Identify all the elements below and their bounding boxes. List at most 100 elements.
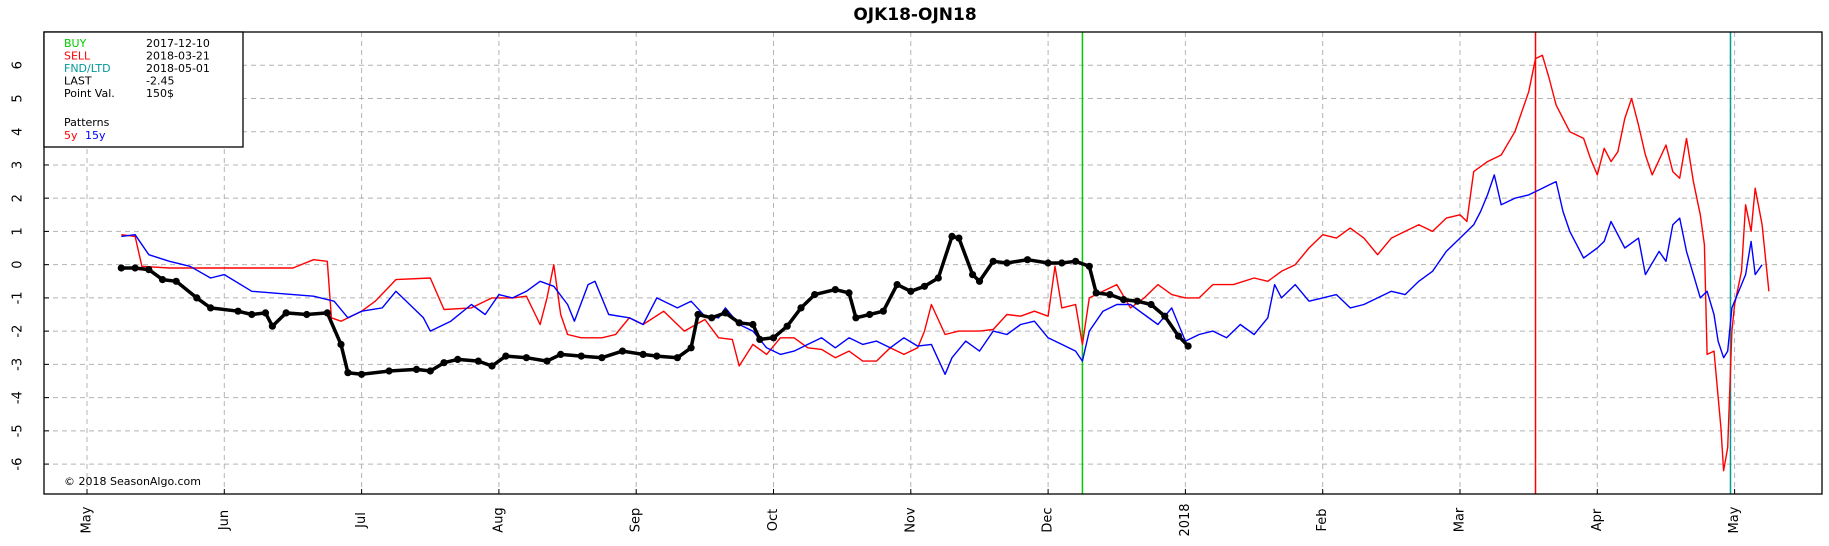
series-point-current xyxy=(261,309,270,317)
series-point-current xyxy=(117,264,125,272)
series-point-current xyxy=(337,340,345,348)
series-point-current xyxy=(721,309,730,317)
series-point-current xyxy=(769,334,778,342)
series-point-current xyxy=(735,319,743,327)
series-point-current xyxy=(1106,291,1114,299)
series-point-current xyxy=(557,350,565,358)
y-tick-label: -3 xyxy=(11,358,26,371)
series-point-current xyxy=(907,287,915,295)
x-tick-label: Apr xyxy=(1590,508,1605,531)
y-tick-label: -4 xyxy=(11,391,26,404)
plot-frame xyxy=(43,31,1823,495)
legend-label: SELL xyxy=(64,50,91,63)
x-tick-label: Jul xyxy=(354,512,369,529)
series-point-current xyxy=(1044,259,1052,267)
series-point-current xyxy=(145,266,153,274)
patterns-heading: Patterns xyxy=(64,116,110,129)
chart-title: OJK18-OJN18 xyxy=(853,5,976,25)
y-tick-label: -6 xyxy=(11,458,26,471)
y-tick-label: -2 xyxy=(11,325,26,338)
series-point-current xyxy=(131,264,139,272)
series-point-current xyxy=(879,307,887,315)
series-point-current xyxy=(440,359,448,367)
series-point-current xyxy=(975,277,984,285)
series-point-current xyxy=(694,310,702,319)
series-point-current xyxy=(1147,300,1155,309)
legend-label: FND/LTD xyxy=(64,62,111,75)
series-point-current xyxy=(1058,259,1066,267)
legend-value: -2.45 xyxy=(146,75,174,88)
series-point-current xyxy=(385,367,393,375)
series-point-current xyxy=(783,322,791,330)
series-point-current xyxy=(344,369,352,377)
series-point-current xyxy=(172,277,180,285)
y-tick-label: -5 xyxy=(11,424,26,437)
series-point-current xyxy=(303,310,311,319)
y-tick-label: 5 xyxy=(11,94,26,102)
series-point-current xyxy=(1085,262,1093,270)
series-point-current xyxy=(708,314,716,322)
series-line-15y xyxy=(121,174,1763,375)
series-point-current xyxy=(893,281,901,289)
series-point-current xyxy=(811,291,819,299)
y-tick-label: 3 xyxy=(11,161,26,169)
legend-label: Point Val. xyxy=(64,87,115,100)
series-point-current xyxy=(502,352,510,360)
copyright-credit: © 2018 SeasonAlgo.com xyxy=(64,475,201,488)
series-point-current xyxy=(797,304,805,312)
series-point-current xyxy=(1072,257,1080,265)
x-tick-label: Aug xyxy=(491,507,506,532)
series-point-current xyxy=(207,304,215,312)
series-point-current xyxy=(268,322,276,330)
series-point-current xyxy=(426,367,434,375)
series-point-current xyxy=(749,320,757,329)
series-layer xyxy=(117,54,1770,472)
series-point-current xyxy=(756,335,764,343)
series-point-current xyxy=(474,357,482,365)
vertical-markers xyxy=(1081,32,1732,494)
y-tick-label: 6 xyxy=(11,61,26,69)
series-point-current xyxy=(948,232,956,240)
series-point-current xyxy=(1003,259,1011,267)
series-point-current xyxy=(193,294,201,302)
series-point-current xyxy=(1023,256,1032,264)
series-point-current xyxy=(653,352,661,360)
series-point-current xyxy=(158,276,167,284)
legend-label: BUY xyxy=(64,37,87,50)
x-tick-label: Sep xyxy=(629,508,644,533)
series-point-current xyxy=(1133,297,1141,305)
legend-box: BUY 2017-12-10 SELL 2018-03-21 FND/LTD 2018-0… xyxy=(43,31,244,148)
pattern-5y-label: 5y xyxy=(64,129,78,142)
x-axis: May Jun Jul Aug Sep Oct Nov Dec 2018 Feb Mar Apr May xyxy=(80,489,1742,537)
legend-label: LAST xyxy=(64,75,92,88)
x-tick-label: Mar xyxy=(1453,507,1468,532)
series-point-current xyxy=(852,314,860,322)
x-tick-label: May xyxy=(1727,506,1742,533)
pattern-15y-label: 15y xyxy=(85,129,106,142)
series-point-current xyxy=(577,352,585,360)
series-line-5y xyxy=(121,54,1770,472)
x-tick-label: Feb xyxy=(1315,508,1330,531)
x-tick-label: 2018 xyxy=(1178,503,1193,536)
series-point-current xyxy=(1184,342,1192,350)
legend-value: 2018-03-21 xyxy=(146,50,210,63)
series-point-current xyxy=(358,370,366,378)
y-tick-label: -1 xyxy=(11,291,26,304)
y-tick-label: 2 xyxy=(11,194,26,202)
series-point-current xyxy=(282,309,290,317)
series-point-current xyxy=(866,310,874,319)
series-point-current xyxy=(323,309,331,317)
series-point-current xyxy=(920,282,929,290)
x-tick-label: Oct xyxy=(766,509,781,531)
series-point-current xyxy=(639,350,647,358)
x-tick-label: Jun xyxy=(217,510,232,531)
x-tick-label: Dec xyxy=(1041,507,1056,532)
series-point-current xyxy=(1092,289,1100,297)
series-point-current xyxy=(845,289,853,297)
series-point-current xyxy=(488,362,496,370)
series-point-current xyxy=(673,354,682,362)
series-point-current xyxy=(969,271,977,279)
series-point-current xyxy=(412,365,421,373)
x-tick-label: May xyxy=(80,506,95,533)
